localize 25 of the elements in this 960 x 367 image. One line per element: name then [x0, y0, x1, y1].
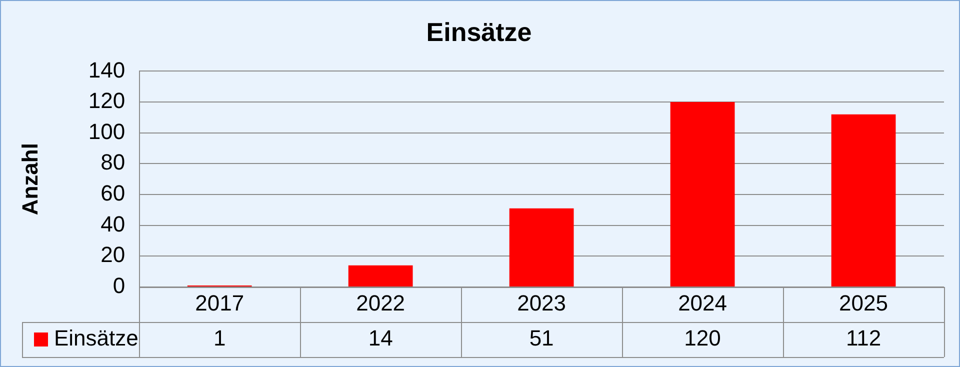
data-label: 120	[684, 326, 721, 351]
x-tick-label: 2024	[678, 290, 728, 316]
y-tick-label: 20	[100, 242, 126, 268]
x-tick-label: 2022	[356, 290, 406, 316]
y-tick-label: 0	[112, 273, 126, 298]
data-label: 112	[846, 326, 882, 351]
bar	[509, 208, 574, 286]
y-tick-label: 140	[88, 57, 126, 82]
legend-label: Einsätze	[54, 326, 138, 351]
data-label: 14	[368, 326, 393, 351]
chart-title: Einsätze	[426, 16, 532, 47]
bar	[831, 114, 896, 286]
y-tick-label: 120	[88, 88, 126, 114]
x-tick-label: 2023	[517, 290, 566, 316]
bar	[670, 102, 735, 286]
y-tick-label: 40	[100, 211, 126, 236]
y-tick-label: 60	[100, 180, 126, 206]
data-label: 1	[213, 326, 226, 351]
data-label: 51	[529, 326, 554, 351]
y-axis-title: Anzahl	[17, 143, 42, 216]
x-tick-label: 2017	[195, 290, 244, 316]
y-tick-label: 100	[88, 118, 126, 144]
y-tick-label: 80	[100, 150, 126, 175]
bar	[348, 265, 413, 286]
x-tick-label: 2025	[839, 290, 888, 316]
